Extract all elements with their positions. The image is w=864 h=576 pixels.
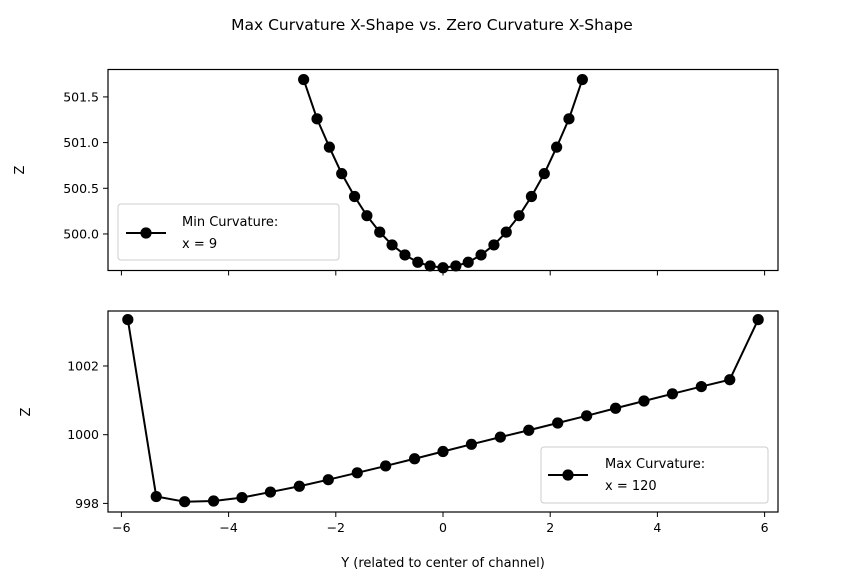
bottom-x-tick-label: −6 <box>112 520 130 535</box>
bottom-data-point <box>293 480 305 492</box>
bottom-data-point <box>264 486 277 498</box>
top-y-tick-label: 501.0 <box>63 135 99 150</box>
bottom-subplot: −6 −4 −2 0 2 4 6 998 1000 1002 Z Max Curvature: … <box>19 310 779 535</box>
bottom-y-axis-label: Z <box>19 407 34 416</box>
top-data-point <box>551 141 563 153</box>
bottom-x-tick-label: −2 <box>327 520 345 535</box>
bottom-legend-label-line-2: x = 120 <box>605 479 657 494</box>
top-y-tick-label: 500.0 <box>63 226 99 241</box>
bottom-data-point <box>207 495 220 507</box>
bottom-y-tick-label: 1000 <box>67 427 99 442</box>
top-data-point <box>323 141 335 153</box>
bottom-y-tick-label: 1002 <box>67 358 99 373</box>
top-data-point <box>488 239 500 251</box>
bottom-x-tick-label: −4 <box>219 520 237 535</box>
top-data-point <box>563 113 575 125</box>
top-data-point <box>386 239 398 251</box>
top-data-point <box>576 73 588 86</box>
top-legend: Min Curvature: x = 9 <box>117 203 340 261</box>
top-y-tick-label: 501.5 <box>63 89 99 104</box>
top-data-point <box>399 249 411 261</box>
top-data-point <box>500 226 512 238</box>
top-data-point <box>462 256 474 268</box>
bottom-data-point <box>380 460 392 472</box>
bottom-data-point <box>552 417 564 429</box>
top-data-point <box>412 256 424 268</box>
top-legend-label-line-1: Min Curvature: <box>182 215 278 230</box>
bottom-x-ticks: −6 −4 −2 0 2 4 6 <box>112 512 769 535</box>
bottom-data-point <box>437 445 449 458</box>
bottom-data-point <box>724 374 736 386</box>
bottom-data-point <box>465 438 478 450</box>
top-data-point <box>374 226 386 238</box>
bottom-data-point <box>752 313 764 326</box>
bottom-data-point <box>150 490 162 503</box>
top-data-point <box>311 113 323 125</box>
bottom-data-point <box>695 380 707 393</box>
bottom-x-tick-label: 0 <box>439 520 447 535</box>
x-axis-label: Y (related to center of channel) <box>340 556 545 571</box>
bottom-legend-marker <box>562 469 574 481</box>
bottom-x-tick-label: 4 <box>653 520 661 535</box>
top-data-point <box>513 210 525 222</box>
bottom-x-tick-label: 2 <box>546 520 554 535</box>
top-data-point <box>336 168 348 180</box>
top-data-point <box>525 190 538 203</box>
top-series-layer <box>298 73 588 274</box>
bottom-data-point <box>638 395 650 407</box>
top-x-ticks <box>120 270 766 276</box>
top-data-point <box>450 260 462 272</box>
bottom-data-point <box>523 424 535 436</box>
bottom-legend: Max Curvature: x = 120 <box>540 446 769 504</box>
bottom-data-point <box>494 431 506 443</box>
bottom-data-point <box>666 388 679 400</box>
bottom-data-point <box>122 313 134 326</box>
top-data-point <box>475 249 487 261</box>
top-y-tick-label: 500.5 <box>63 181 99 196</box>
top-data-point <box>348 190 361 203</box>
bottom-data-point <box>408 453 421 465</box>
bottom-data-point <box>179 496 191 508</box>
bottom-data-point <box>322 474 334 486</box>
bottom-legend-frame <box>540 446 769 504</box>
bottom-y-ticks: 998 1000 1002 <box>67 358 108 511</box>
bottom-data-point <box>236 491 248 504</box>
top-legend-frame <box>117 203 340 261</box>
bottom-data-point <box>581 410 593 422</box>
bottom-y-tick-label: 998 <box>75 496 99 511</box>
top-y-ticks: 500.0 500.5 501.0 501.5 <box>63 89 108 241</box>
bottom-data-point <box>609 402 622 414</box>
chart-title: Max Curvature X-Shape vs. Zero Curvature… <box>231 16 633 34</box>
top-y-axis-label: Z <box>13 165 28 174</box>
top-data-point <box>361 210 373 222</box>
bottom-data-point <box>351 467 363 479</box>
top-subplot: 500.0 500.5 501.0 501.5 Z Min Curvature: x … <box>13 68 779 276</box>
top-legend-marker <box>140 227 152 239</box>
top-legend-label-line-2: x = 9 <box>182 237 217 252</box>
top-data-point <box>424 260 436 272</box>
top-data-point <box>538 168 550 180</box>
bottom-series-layer <box>122 313 764 508</box>
bottom-x-tick-label: 6 <box>761 520 769 535</box>
bottom-legend-label-line-1: Max Curvature: <box>605 457 705 472</box>
top-data-point <box>298 73 310 86</box>
